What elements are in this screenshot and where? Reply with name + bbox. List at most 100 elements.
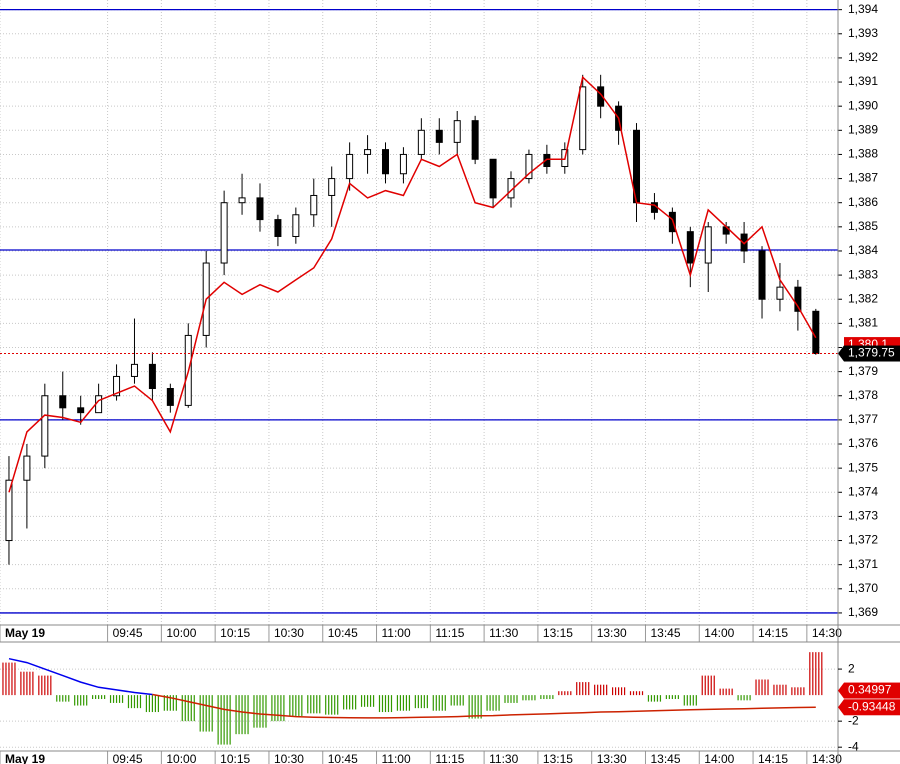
candle-body bbox=[758, 250, 766, 300]
candle-body bbox=[23, 455, 31, 481]
x-tick-label: 13:15 bbox=[543, 752, 573, 764]
candle-body bbox=[130, 363, 138, 377]
x-tick-label: 11:15 bbox=[435, 752, 464, 764]
candle-body bbox=[166, 388, 174, 406]
candle-body bbox=[704, 226, 712, 264]
x-tick-label: 14:30 bbox=[812, 752, 842, 764]
x-tick-label: 14:15 bbox=[758, 752, 788, 764]
y-tick-label: 1,388 bbox=[848, 147, 878, 161]
y-tick-label: 1,379 bbox=[848, 364, 878, 378]
x-tick-label: 13:30 bbox=[597, 752, 627, 764]
y-tick-label: 1,383 bbox=[848, 267, 878, 281]
candle-body bbox=[471, 120, 479, 160]
y-tick-label: 1,377 bbox=[848, 412, 878, 426]
y-tick-label: 1,390 bbox=[848, 98, 878, 112]
y-tick-label: 1,373 bbox=[848, 509, 878, 523]
x-tick-label: 09:45 bbox=[113, 752, 143, 764]
y-tick-label: 1,370 bbox=[848, 581, 878, 595]
x-tick-label: 13:30 bbox=[597, 626, 627, 640]
candle-body bbox=[381, 149, 389, 175]
y-tick-label: 1,392 bbox=[848, 50, 878, 64]
y-tick-label: 1,386 bbox=[848, 195, 878, 209]
price-tag-label: 0.34997 bbox=[848, 683, 892, 697]
candle-body bbox=[543, 153, 551, 168]
y-tick-label: 1,387 bbox=[848, 171, 878, 185]
candle-body bbox=[346, 153, 354, 180]
y-tick-label: -2 bbox=[848, 713, 859, 727]
candle-body bbox=[328, 178, 336, 196]
x-tick-label: 10:15 bbox=[220, 752, 250, 764]
x-tick-label: 10:30 bbox=[274, 752, 304, 764]
candle-body bbox=[220, 202, 228, 264]
candle-body bbox=[59, 395, 67, 409]
candle-body bbox=[310, 194, 318, 216]
candle-body bbox=[740, 233, 748, 252]
y-tick-label: 1,391 bbox=[848, 74, 878, 88]
price-tag-arrow bbox=[838, 345, 844, 362]
candle-body bbox=[776, 286, 784, 300]
price-tag bbox=[844, 682, 900, 699]
candle-body bbox=[579, 86, 587, 151]
y-tick-label: 1,389 bbox=[848, 122, 878, 136]
x-tick-label: 10:30 bbox=[274, 626, 304, 640]
candle-body bbox=[77, 407, 85, 414]
price-tag-arrow bbox=[838, 699, 844, 716]
x-tick-label: 13:45 bbox=[650, 626, 680, 640]
candle-body bbox=[41, 395, 49, 457]
x-tick-label: 11:30 bbox=[489, 752, 518, 764]
candle-body bbox=[5, 479, 13, 542]
candle-body bbox=[113, 375, 121, 397]
y-tick-label: 1,394 bbox=[848, 2, 878, 16]
price-tag-arrow bbox=[838, 682, 844, 699]
x-tick-label: 14:30 bbox=[812, 626, 842, 640]
y-tick-label: 1,382 bbox=[848, 291, 878, 305]
y-tick-label: 1,372 bbox=[848, 533, 878, 547]
y-tick-label: 1,376 bbox=[848, 436, 878, 450]
y-tick-label: 1,371 bbox=[848, 557, 878, 571]
y-tick-label: 1,385 bbox=[848, 219, 878, 233]
y-tick-label: 1,384 bbox=[848, 243, 878, 257]
x-tick-label: 14:00 bbox=[704, 626, 734, 640]
x-tick-label: 11:15 bbox=[435, 626, 464, 640]
x-tick-label: 10:15 bbox=[220, 626, 250, 640]
candle-body bbox=[399, 153, 407, 175]
indicator-line bbox=[152, 693, 816, 719]
moving-average-line bbox=[8, 75, 817, 493]
y-tick-label: 1,381 bbox=[848, 316, 878, 330]
x-tick-label: 11:30 bbox=[489, 626, 518, 640]
x-tick-label: 11:00 bbox=[382, 752, 411, 764]
y-tick-label: 1,374 bbox=[848, 484, 878, 498]
candle-body bbox=[489, 158, 497, 199]
x-tick-label: May 19 bbox=[5, 752, 45, 764]
x-tick-label: 10:45 bbox=[328, 752, 358, 764]
candle-body bbox=[238, 197, 246, 204]
candle-body bbox=[794, 286, 802, 312]
y-tick-label: 1,378 bbox=[848, 388, 878, 402]
y-tick-label: 1,393 bbox=[848, 26, 878, 40]
candle-body bbox=[148, 363, 156, 390]
y-tick-label: 2 bbox=[848, 661, 855, 675]
x-tick-label: 13:45 bbox=[650, 752, 680, 764]
x-tick-label: 10:00 bbox=[166, 752, 196, 764]
candle-body bbox=[812, 310, 820, 355]
x-tick-label: 09:45 bbox=[113, 626, 143, 640]
x-tick-label: 14:15 bbox=[758, 626, 788, 640]
candle-body bbox=[292, 214, 300, 237]
price-tag bbox=[844, 699, 900, 716]
y-tick-label: 1,375 bbox=[848, 460, 878, 474]
candle-body bbox=[668, 211, 676, 233]
candle-body bbox=[453, 120, 461, 143]
price-tag bbox=[844, 345, 900, 362]
candle-body bbox=[256, 197, 264, 221]
price-tag-label: 1,379.75 bbox=[848, 346, 895, 360]
y-tick-label: -4 bbox=[848, 739, 859, 753]
candle-body bbox=[525, 153, 533, 180]
candle-body bbox=[274, 219, 282, 237]
indicator-line bbox=[8, 657, 153, 696]
x-tick-label: 13:15 bbox=[543, 626, 573, 640]
x-tick-label: 14:00 bbox=[704, 752, 734, 764]
candle-body bbox=[686, 231, 694, 264]
x-tick-label: 11:00 bbox=[382, 626, 411, 640]
